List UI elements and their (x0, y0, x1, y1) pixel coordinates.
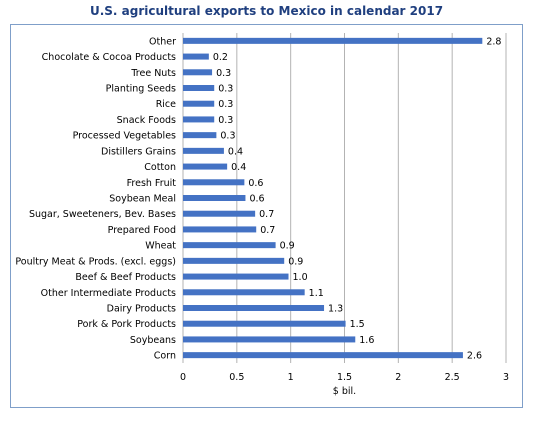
value-label: 0.2 (213, 52, 228, 63)
value-label: 1.5 (350, 319, 365, 330)
bar (183, 336, 356, 343)
x-tick-label: 0.5 (229, 372, 244, 383)
value-label: 0.6 (249, 194, 264, 205)
category-label: Rice (156, 99, 176, 110)
bar (183, 69, 213, 76)
bar (183, 226, 257, 233)
chart-title: U.S. agricultural exports to Mexico in c… (89, 4, 444, 18)
value-label: 2.8 (486, 36, 501, 47)
value-label: 1.0 (293, 272, 308, 283)
category-label: Distillers Grains (101, 146, 176, 157)
bar (183, 37, 483, 44)
value-label: 0.9 (288, 256, 303, 267)
x-tick-labels: 0 0.5 1 1.5 2 2.5 3 (180, 372, 509, 383)
bar (183, 53, 209, 60)
bar (183, 85, 215, 91)
category-label: Snack Foods (117, 115, 176, 126)
x-tick-label: 2.5 (445, 372, 460, 383)
value-label: 0.4 (231, 162, 246, 173)
x-axis-label: $ bil. (333, 386, 356, 397)
category-label: Soybeans (130, 335, 176, 346)
category-labels: Other Chocolate & Cocoa Products Tree Nuts… (15, 36, 176, 361)
value-label: 2.6 (467, 351, 482, 362)
bars (183, 37, 483, 359)
bar (183, 116, 215, 123)
category-label: Dairy Products (107, 304, 176, 315)
category-label: Planting Seeds (106, 84, 176, 95)
value-label: 0.3 (220, 131, 235, 142)
value-label: 0.3 (216, 68, 231, 79)
bar (183, 242, 276, 249)
category-label: Wheat (145, 241, 176, 252)
bar (183, 100, 215, 107)
bar (183, 147, 224, 154)
value-label: 0.7 (260, 225, 275, 236)
category-label: Beef & Beef Products (75, 272, 176, 283)
value-label: 0.3 (218, 99, 233, 110)
category-label: Cotton (144, 162, 176, 173)
value-label: 0.4 (228, 146, 243, 157)
category-label: Other Intermediate Products (41, 288, 176, 299)
value-labels: 2.80.20.30.30.30.30.30.40.40.60.60.70.70… (213, 36, 502, 361)
value-label: 1.6 (359, 335, 374, 346)
x-tick-label: 2 (395, 372, 401, 383)
bar (183, 320, 346, 327)
value-label: 0.7 (259, 209, 274, 220)
category-label: Chocolate & Cocoa Products (42, 52, 176, 63)
category-label: Other (149, 36, 176, 47)
category-label: Processed Vegetables (73, 131, 176, 142)
value-label: 1.1 (309, 288, 324, 299)
category-label: Prepared Food (108, 225, 176, 236)
category-label: Sugar, Sweeteners, Bev. Bases (29, 209, 176, 220)
chart-frame (10, 24, 523, 408)
category-label: Soybean Meal (109, 194, 176, 205)
x-tick-label: 3 (503, 372, 509, 383)
category-label: Poultry Meat & Prods. (excl. eggs) (15, 256, 176, 267)
value-label: 0.3 (218, 115, 233, 126)
value-label: 0.9 (280, 241, 295, 252)
bar (183, 132, 217, 139)
bar (183, 195, 246, 201)
bar (183, 163, 228, 170)
bar (183, 210, 256, 217)
value-label: 0.6 (248, 178, 263, 189)
bar (183, 289, 305, 296)
x-tick-label: 1.5 (337, 372, 352, 383)
bar (183, 352, 463, 359)
category-label: Corn (154, 351, 176, 362)
value-label: 1.3 (328, 304, 343, 315)
bar (183, 273, 289, 280)
category-label: Tree Nuts (130, 68, 176, 79)
x-tick-label: 1 (288, 372, 294, 383)
x-tick-label: 0 (180, 372, 186, 383)
bar (183, 305, 325, 311)
category-label: Pork & Pork Products (77, 319, 176, 330)
value-label: 0.3 (218, 84, 233, 95)
bar (183, 257, 285, 264)
category-label: Fresh Fruit (127, 178, 177, 189)
bar (183, 179, 245, 186)
